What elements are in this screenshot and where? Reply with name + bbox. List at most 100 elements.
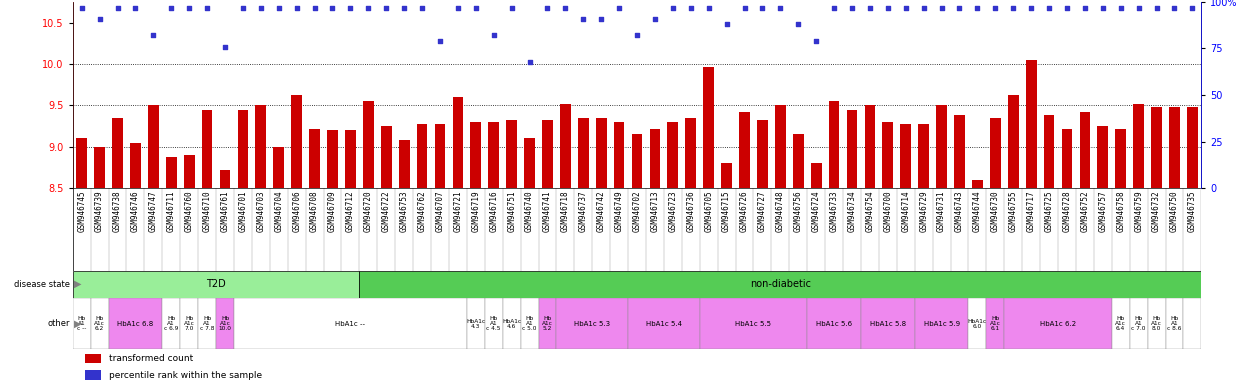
Text: GSM946703: GSM946703	[256, 190, 266, 232]
Text: GSM946716: GSM946716	[489, 190, 498, 232]
Point	[806, 38, 826, 44]
Bar	[1147, 298, 1165, 349]
Text: GSM946722: GSM946722	[381, 190, 391, 232]
Text: GSM946749: GSM946749	[614, 190, 623, 232]
Text: transformed count: transformed count	[109, 354, 193, 363]
Text: GSM946739: GSM946739	[95, 190, 104, 232]
Text: Hb
A1c
10.0: Hb A1c 10.0	[218, 316, 232, 331]
Bar	[1184, 298, 1201, 349]
Text: GSM946746: GSM946746	[130, 190, 140, 232]
Point	[214, 43, 234, 50]
Point	[448, 5, 468, 11]
Text: GSM946718: GSM946718	[561, 190, 569, 232]
Point	[1040, 5, 1060, 11]
Text: HbA1c 5.9: HbA1c 5.9	[923, 321, 959, 326]
Text: non-diabetic: non-diabetic	[750, 279, 811, 289]
Point	[824, 5, 844, 11]
Bar	[596, 118, 607, 188]
Bar	[291, 96, 302, 188]
Text: GSM946756: GSM946756	[794, 190, 803, 232]
Bar	[700, 298, 808, 349]
Text: GSM946731: GSM946731	[937, 190, 946, 232]
Bar	[686, 118, 696, 188]
Text: GSM946719: GSM946719	[472, 190, 480, 232]
Text: ▶: ▶	[74, 318, 82, 329]
Bar	[557, 298, 628, 349]
Text: GSM946708: GSM946708	[310, 190, 319, 232]
Text: GSM946729: GSM946729	[919, 190, 928, 232]
Text: Hb
A1c
6.2: Hb A1c 6.2	[94, 316, 105, 331]
Text: GSM946730: GSM946730	[991, 190, 999, 232]
Point	[789, 21, 809, 27]
Bar	[721, 163, 732, 188]
Text: HbA1c
4.3: HbA1c 4.3	[466, 318, 485, 329]
Text: GSM946762: GSM946762	[418, 190, 426, 232]
Text: ▶: ▶	[74, 279, 82, 289]
Text: HbA1c
4.6: HbA1c 4.6	[502, 318, 522, 329]
Bar	[650, 129, 661, 188]
Bar	[632, 134, 642, 188]
Bar	[1004, 298, 1112, 349]
Text: Hb
A1
c 7.8: Hb A1 c 7.8	[199, 316, 214, 331]
Bar	[166, 157, 177, 188]
Bar	[507, 120, 517, 188]
Point	[1021, 5, 1041, 11]
Point	[287, 5, 307, 11]
Point	[1075, 5, 1095, 11]
Point	[556, 5, 576, 11]
Text: GSM946744: GSM946744	[973, 190, 982, 232]
Bar	[1134, 104, 1144, 188]
Text: HbA1c --: HbA1c --	[335, 321, 365, 326]
Bar	[503, 298, 520, 349]
Point	[179, 5, 199, 11]
Text: GSM946712: GSM946712	[346, 190, 355, 232]
Point	[698, 5, 719, 11]
Bar	[954, 115, 964, 188]
Bar	[811, 163, 821, 188]
Text: Hb
A1c
8.0: Hb A1c 8.0	[1151, 316, 1162, 331]
Bar	[202, 109, 212, 188]
Bar	[181, 298, 198, 349]
Point	[162, 5, 182, 11]
Bar	[578, 118, 588, 188]
Point	[1165, 5, 1185, 11]
Point	[465, 5, 485, 11]
Text: GSM946755: GSM946755	[1008, 190, 1018, 232]
Point	[573, 16, 593, 22]
Text: Hb
A1
c 7.0: Hb A1 c 7.0	[1131, 316, 1146, 331]
Text: GSM946715: GSM946715	[722, 190, 731, 232]
Point	[125, 5, 145, 11]
Point	[108, 5, 128, 11]
Bar	[362, 101, 374, 188]
Point	[89, 16, 109, 22]
Bar	[234, 298, 466, 349]
Bar	[989, 118, 1001, 188]
Bar	[109, 298, 162, 349]
Text: GSM946748: GSM946748	[776, 190, 785, 232]
Text: GSM946757: GSM946757	[1099, 190, 1107, 232]
Text: GSM946745: GSM946745	[78, 190, 87, 232]
Bar	[76, 139, 87, 188]
Text: GSM946760: GSM946760	[184, 190, 193, 232]
Point	[413, 5, 433, 11]
Text: GSM946720: GSM946720	[364, 190, 372, 232]
Text: HbA1c 5.4: HbA1c 5.4	[646, 321, 682, 326]
Text: HbA1c 5.6: HbA1c 5.6	[816, 321, 853, 326]
Bar	[861, 298, 914, 349]
Bar	[1115, 129, 1126, 188]
Bar	[883, 122, 893, 188]
Text: Hb
A1
c 5.0: Hb A1 c 5.0	[523, 316, 537, 331]
Point	[716, 21, 736, 27]
Text: GSM946754: GSM946754	[865, 190, 874, 232]
Bar	[184, 155, 194, 188]
Bar	[775, 105, 786, 188]
Point	[860, 5, 880, 11]
Text: GSM946705: GSM946705	[705, 190, 714, 232]
Bar	[900, 124, 912, 188]
Point	[1092, 5, 1112, 11]
Text: HbA1c 6.2: HbA1c 6.2	[1040, 321, 1076, 326]
Text: T2D: T2D	[206, 279, 226, 289]
Bar	[968, 298, 987, 349]
Text: GSM946734: GSM946734	[848, 190, 856, 232]
Bar	[1169, 107, 1180, 188]
